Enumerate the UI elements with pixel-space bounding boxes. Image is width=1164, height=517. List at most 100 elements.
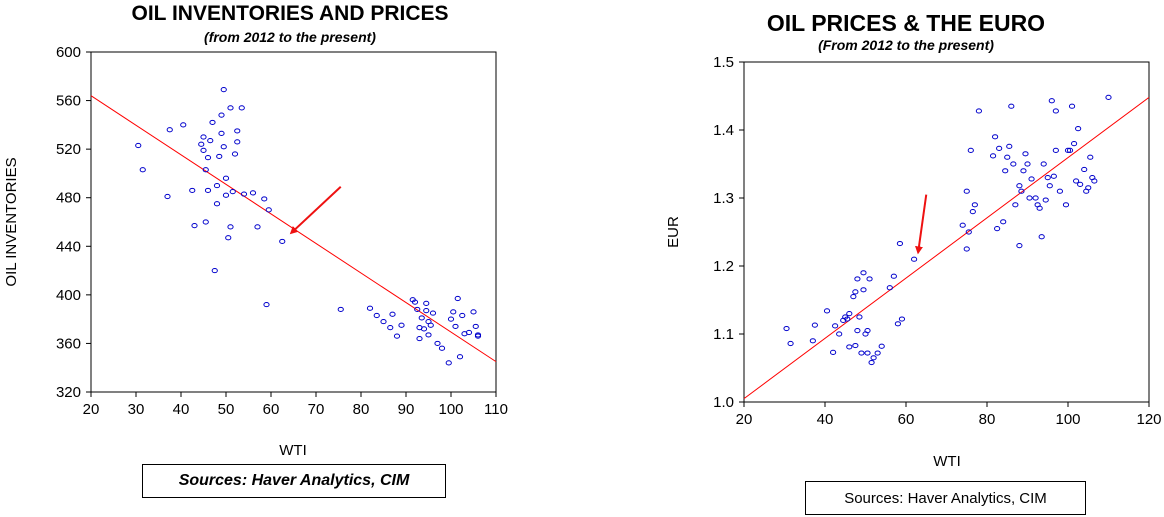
data-point xyxy=(447,316,455,322)
data-point xyxy=(963,246,970,252)
data-point xyxy=(238,105,245,111)
x-axis-label: WTI xyxy=(279,442,307,459)
data-point xyxy=(220,144,227,150)
data-point xyxy=(809,338,816,344)
data-point xyxy=(854,328,861,334)
data-point xyxy=(1077,181,1084,187)
data-point xyxy=(373,312,380,319)
data-point xyxy=(220,87,227,93)
data-point xyxy=(213,201,221,207)
data-point xyxy=(1028,176,1035,182)
data-point xyxy=(450,309,457,315)
data-point xyxy=(227,105,234,111)
data-point xyxy=(1048,98,1055,104)
data-point xyxy=(216,153,223,160)
y-axis-label: OIL INVENTORIES xyxy=(3,157,20,286)
x-tick-label: 50 xyxy=(218,401,235,418)
data-point xyxy=(240,191,248,197)
data-point xyxy=(1046,183,1053,189)
data-point xyxy=(204,187,212,194)
x-tick-label: 80 xyxy=(979,411,996,428)
data-point xyxy=(180,122,187,128)
data-point xyxy=(380,318,387,325)
x-tick-label: 60 xyxy=(263,401,280,418)
x-tick-label: 60 xyxy=(898,411,915,428)
data-point xyxy=(213,182,221,189)
data-point xyxy=(911,256,918,262)
x-tick-label: 70 xyxy=(308,401,325,418)
y-tick-label: 600 xyxy=(56,44,81,61)
right-scatter-chart: 20 40 60 80 100 120 1.0 1.1 1.2 1.3 1.4 1.5 WTI EUR xyxy=(665,54,1162,470)
data-point xyxy=(1062,202,1070,208)
regression-line xyxy=(743,96,1150,400)
chart-subtitle: (From 2012 to the present) xyxy=(818,37,994,53)
data-point xyxy=(438,345,446,351)
data-point xyxy=(1036,205,1043,211)
y-tick-label: 480 xyxy=(56,190,81,207)
data-point xyxy=(811,322,818,328)
data-point xyxy=(1050,173,1057,179)
x-tick-label: 110 xyxy=(484,401,508,418)
data-point xyxy=(860,287,867,293)
data-point xyxy=(211,267,218,274)
data-point xyxy=(427,322,434,328)
data-point xyxy=(337,306,344,313)
data-point xyxy=(874,350,881,356)
data-point xyxy=(200,147,207,153)
data-point xyxy=(472,323,479,330)
data-point xyxy=(445,360,452,366)
data-point xyxy=(996,145,1003,151)
data-point xyxy=(1056,188,1063,194)
plot-area xyxy=(90,51,497,393)
data-point xyxy=(1016,243,1023,249)
data-point xyxy=(456,354,464,360)
data-point xyxy=(429,310,437,316)
data-point xyxy=(234,139,241,145)
data-point xyxy=(423,300,430,306)
data-point xyxy=(366,305,374,311)
data-point xyxy=(425,332,432,338)
data-point xyxy=(1087,154,1094,160)
data-point xyxy=(1105,94,1112,100)
data-point xyxy=(227,224,234,230)
data-point xyxy=(846,311,853,317)
annotation-arrow xyxy=(289,186,342,235)
data-point xyxy=(864,328,871,334)
x-tick-label: 100 xyxy=(438,401,463,418)
x-tick-label: 90 xyxy=(398,401,415,418)
data-point xyxy=(1006,143,1013,149)
y-tick-label: 440 xyxy=(56,238,81,255)
data-point xyxy=(279,238,286,245)
data-point xyxy=(1020,168,1027,174)
data-point xyxy=(836,331,843,337)
data-point xyxy=(1075,126,1082,132)
y-tick-label: 560 xyxy=(56,93,81,110)
data-point xyxy=(1008,103,1015,109)
y-tick-label: 1.2 xyxy=(713,258,734,275)
data-point xyxy=(830,349,837,355)
y-tick-label: 520 xyxy=(56,141,81,158)
data-point xyxy=(832,323,839,329)
data-point xyxy=(963,188,970,194)
y-tick-label: 1.1 xyxy=(713,326,734,343)
data-point xyxy=(866,276,873,282)
data-point xyxy=(222,175,230,181)
x-tick-label: 20 xyxy=(736,411,753,428)
data-point xyxy=(864,350,871,356)
sources-box: Sources: Haver Analytics, CIM xyxy=(142,464,446,498)
data-point xyxy=(844,316,851,322)
data-point xyxy=(858,350,865,356)
data-point xyxy=(218,112,225,118)
data-point xyxy=(878,343,885,349)
data-point xyxy=(202,219,209,225)
data-point xyxy=(229,189,236,195)
data-point xyxy=(860,270,867,276)
data-point xyxy=(265,207,272,213)
data-point xyxy=(1010,161,1017,167)
data-point xyxy=(411,299,419,305)
data-point xyxy=(965,229,972,235)
data-point xyxy=(207,138,214,144)
y-tick-label: 360 xyxy=(56,335,81,352)
chart-title: OIL INVENTORIES AND PRICES xyxy=(131,2,449,25)
x-tick-label: 100 xyxy=(1055,411,1080,428)
